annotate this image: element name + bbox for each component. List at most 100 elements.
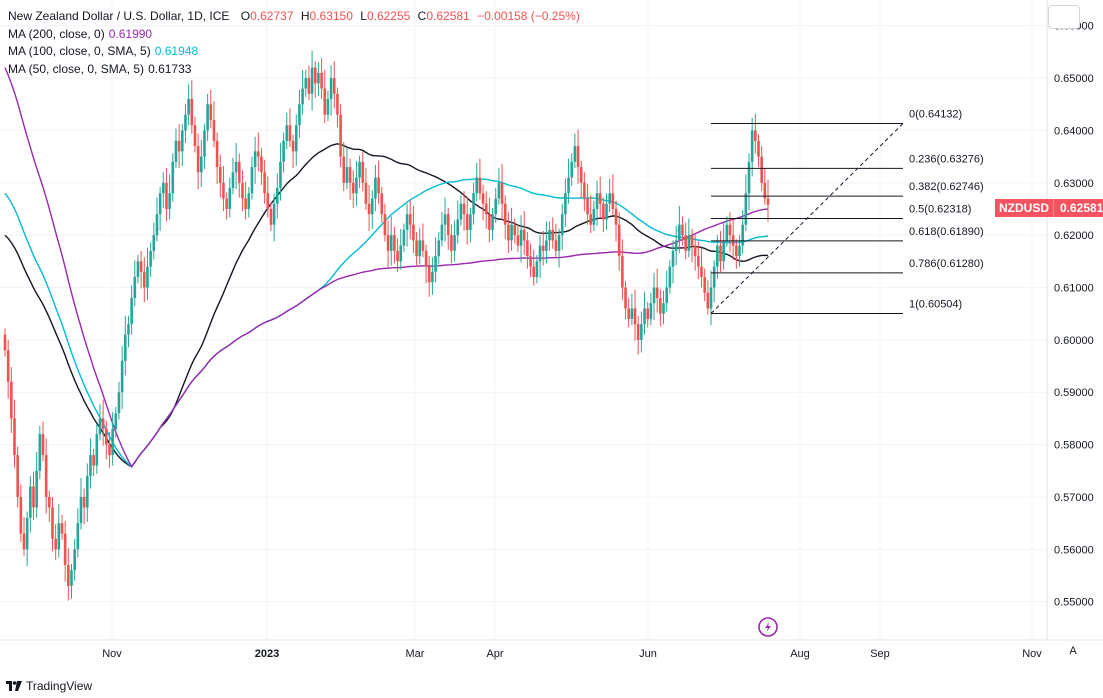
candle-body	[459, 203, 463, 220]
candle-body	[225, 198, 228, 209]
candle-body	[500, 182, 504, 204]
candle-body	[674, 240, 678, 251]
candle-body	[655, 287, 659, 298]
legend-ma50[interactable]: MA (50, close, 0, SMA, 5) 0.61733	[8, 61, 580, 79]
legend-ma200[interactable]: MA (200, close, 0) 0.61990	[8, 26, 580, 44]
candle-body	[709, 287, 713, 309]
candle-body	[741, 224, 744, 246]
price-tick-label: 0.60000	[1054, 335, 1094, 347]
candle-body	[671, 250, 675, 267]
candle-body	[560, 214, 564, 236]
candle-body	[304, 78, 308, 89]
candle-body	[643, 308, 646, 325]
ma200-label: MA (200, close, 0)	[8, 26, 105, 41]
candle-body	[595, 193, 599, 209]
candle-body	[427, 266, 431, 283]
candle-body	[6, 350, 10, 382]
candle-body	[234, 161, 238, 173]
badge-price: 0.62581	[1053, 199, 1103, 217]
candle-body	[86, 476, 89, 508]
candle-body	[345, 167, 349, 183]
candle-body	[640, 324, 643, 340]
candle-body	[355, 177, 358, 194]
candle-body	[621, 256, 624, 288]
fib-level-label: 0(0.64132)	[909, 109, 962, 121]
candle-body	[703, 277, 706, 293]
candle-body	[754, 130, 757, 141]
candle-body	[744, 193, 748, 225]
auto-scale-button[interactable]: A	[1069, 645, 1077, 657]
candle-body	[630, 308, 634, 319]
candle-body	[89, 455, 92, 477]
candle-body	[19, 496, 23, 534]
candle-body	[38, 434, 42, 471]
candle-body	[541, 245, 545, 251]
candle-body	[712, 266, 716, 288]
candle-body	[79, 496, 83, 524]
candle-body	[35, 470, 38, 508]
price-axis[interactable]: 0.660000.650000.640000.630000.620000.610…	[1054, 21, 1094, 609]
candle-body	[421, 240, 425, 251]
chart-settings-button[interactable]	[1048, 5, 1080, 29]
price-tick-label: 0.65000	[1054, 73, 1094, 85]
candle-body	[614, 208, 618, 225]
candle-body	[738, 245, 741, 257]
candle-body	[507, 224, 510, 241]
fibonacci-retracement[interactable]: 0(0.64132) 0.236(0.63276) 0.382(0.62746) 0.…	[710, 109, 984, 314]
footer-branding[interactable]: TradingView	[6, 678, 92, 694]
open-label: O	[240, 9, 251, 23]
candle-body	[545, 240, 548, 251]
price-tick-label: 0.58000	[1054, 440, 1094, 452]
candle-body	[22, 533, 26, 550]
candle-body	[136, 261, 140, 278]
candle-body	[757, 140, 760, 157]
candle-body	[44, 455, 48, 497]
candle-body	[149, 250, 152, 267]
candle-body	[519, 229, 523, 246]
candle-body	[133, 277, 137, 298]
candle-body	[275, 188, 279, 204]
event-icon[interactable]	[758, 617, 778, 637]
ma100-line	[4, 178, 769, 468]
candle-body	[380, 193, 384, 215]
candle-body	[54, 538, 57, 550]
candle-body	[405, 214, 409, 230]
fib-level-label: 0.5(0.62318)	[909, 203, 971, 215]
candle-body	[687, 235, 691, 251]
candle-body	[450, 235, 453, 251]
candle-body	[291, 140, 295, 152]
current-price-badge: NZDUSD 0.62581	[995, 199, 1103, 217]
ma200-value: 0.61990	[108, 26, 153, 41]
candle-body	[206, 104, 209, 131]
candle-body	[231, 172, 235, 189]
candle-body	[310, 67, 314, 94]
candle-body	[377, 177, 380, 194]
price-tick-label: 0.55000	[1054, 597, 1094, 609]
time-tick-label: Sep	[870, 648, 890, 660]
price-tick-label: 0.62000	[1054, 230, 1094, 242]
legend-title-row: New Zealand Dollar / U.S. Dollar, 1D, IC…	[8, 8, 580, 26]
candle-body	[332, 78, 336, 94]
candle-body	[282, 140, 285, 162]
candle-body	[576, 146, 580, 168]
candle-body	[443, 214, 447, 225]
candle-body	[564, 193, 567, 215]
time-axis[interactable]: Nov 2023 Mar Apr Jun Aug Sep Nov	[102, 648, 1042, 660]
candle-body	[488, 214, 491, 230]
candle-body	[215, 140, 219, 168]
fib-level-label: 0.618(0.61890)	[909, 226, 984, 238]
legend-ma100[interactable]: MA (100, close, 0, SMA, 5) 0.61948	[8, 43, 580, 61]
candle-body	[728, 224, 732, 236]
candle-body	[374, 177, 377, 199]
candle-body	[161, 182, 165, 194]
candle-body	[383, 214, 387, 236]
candle-body	[339, 114, 342, 157]
moving-average-lines	[4, 67, 769, 469]
candle-body	[13, 418, 16, 456]
candle-body	[548, 229, 551, 241]
candle-body	[636, 324, 640, 340]
candle-body	[351, 182, 355, 194]
time-tick-label: Mar	[406, 648, 425, 660]
open-value: 0.62737	[250, 9, 294, 23]
